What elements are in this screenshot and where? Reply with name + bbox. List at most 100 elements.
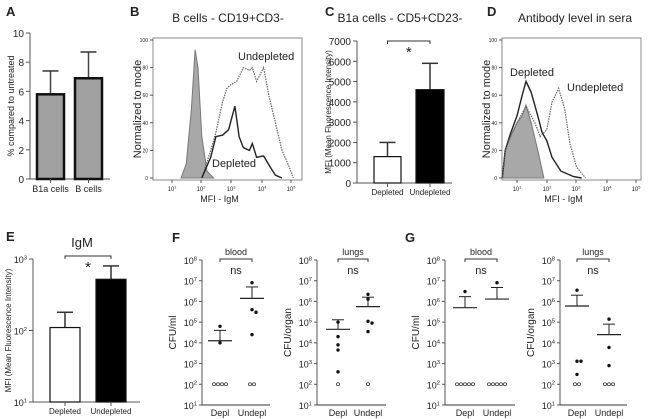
data-point-filled-F2 bbox=[366, 329, 370, 334]
data-point-filled-F2 bbox=[336, 370, 340, 374]
panel-label-B: B bbox=[130, 4, 139, 19]
data-point-filled-F2 bbox=[366, 292, 370, 297]
significance-label-G1: ns bbox=[475, 265, 487, 277]
y-tick-label-F2: 108 bbox=[299, 256, 312, 266]
x-tick-label-A: B cells bbox=[75, 184, 102, 194]
data-point-open-F1 bbox=[220, 382, 224, 387]
y-tick-label-B: 0 bbox=[145, 176, 148, 182]
y-tick-label-F1: 104 bbox=[184, 339, 198, 349]
histogram-depleted-B bbox=[201, 106, 283, 179]
data-point-open-G2 bbox=[607, 382, 611, 387]
data-point-filled-G2 bbox=[575, 372, 579, 377]
y-tick-label-G2: 103 bbox=[542, 360, 555, 370]
x-tick-label-D: 101 bbox=[513, 185, 522, 193]
panel-label-C: C bbox=[325, 4, 335, 19]
significance-bracket-F1 bbox=[219, 258, 253, 262]
data-point-open-F1 bbox=[248, 382, 252, 387]
y-tick-label-A: 10 bbox=[13, 29, 25, 40]
y-axis-label-G1: CFU/ml bbox=[411, 316, 422, 350]
data-point-filled-F2 bbox=[366, 319, 370, 323]
data-point-open-G2 bbox=[577, 382, 581, 387]
y-tick-label-A: 2 bbox=[18, 146, 24, 157]
group-title-G2: lungs bbox=[582, 247, 604, 257]
x-tick-label-B: 102 bbox=[197, 185, 206, 193]
data-point-open-G1 bbox=[463, 382, 467, 387]
x-tick-label-B: 105 bbox=[287, 185, 296, 193]
data-point-open-G2 bbox=[611, 382, 615, 387]
x-tick-label-E: Depleted bbox=[49, 407, 81, 416]
y-tick-label-G2: 101 bbox=[542, 401, 555, 411]
y-axis-label-A: % compared to untreated bbox=[6, 55, 16, 156]
y-tick-label-F1: 102 bbox=[184, 380, 197, 390]
data-point-open-G1 bbox=[495, 382, 499, 387]
x-tick-label-C: Undepleted bbox=[410, 188, 451, 197]
y-axis-label-C: MFI (Mean Fluorescence Intensity) bbox=[324, 50, 333, 174]
chart-title-C: B1a cells - CD5+CD23- bbox=[337, 11, 462, 25]
x-axis-label-B: MFI - IgM bbox=[200, 194, 239, 204]
y-tick-label-C: 2000 bbox=[329, 138, 352, 149]
data-point-filled-F1 bbox=[254, 310, 258, 314]
chart-title-B: B cells - CD19+CD3- bbox=[172, 11, 284, 25]
bar-E-1 bbox=[95, 278, 127, 403]
y-tick-label-F1: 105 bbox=[184, 318, 197, 328]
data-point-open-F2 bbox=[366, 382, 370, 387]
data-point-open-G2 bbox=[603, 382, 607, 387]
chart-title-D: Antibody level in sera bbox=[518, 11, 632, 25]
x-tick-label-D: 103 bbox=[572, 185, 581, 193]
x-tick-label-F2: Depl bbox=[329, 408, 348, 418]
group-title-F1: blood bbox=[225, 247, 247, 257]
x-tick-label-G1: Undepl bbox=[483, 408, 512, 418]
bar-A-0 bbox=[35, 93, 66, 181]
y-tick-label-G2: 108 bbox=[542, 256, 555, 266]
y-axis-label-E: MFI (Mean Fluorescence Intensity) bbox=[4, 268, 13, 392]
data-point-filled-F2 bbox=[370, 321, 374, 325]
data-point-filled-F2 bbox=[336, 343, 340, 347]
y-tick-label-D: 100 bbox=[489, 38, 498, 44]
y-tick-label-A: 0 bbox=[18, 175, 24, 186]
significance-label-G2: ns bbox=[587, 265, 599, 277]
x-tick-label-D: 102 bbox=[543, 185, 552, 193]
chart-title-E: IgM bbox=[71, 235, 93, 250]
y-tick-label-D: 80 bbox=[491, 66, 497, 72]
y-tick-label-B: 20 bbox=[142, 148, 148, 154]
y-tick-label-G1: 101 bbox=[427, 401, 440, 411]
legend-depleted-B: Depleted bbox=[212, 158, 256, 170]
histogram-undepleted-B bbox=[201, 65, 294, 179]
significance-label-F2: ns bbox=[347, 265, 359, 277]
y-tick-label-D: 0 bbox=[494, 176, 497, 182]
significance-bracket-G1 bbox=[464, 258, 498, 262]
y-tick-label-E: 103 bbox=[14, 255, 27, 265]
y-tick-label-D: 40 bbox=[491, 121, 497, 127]
panel-label-E: E bbox=[6, 229, 15, 244]
significance-label-F1: ns bbox=[230, 265, 242, 277]
y-tick-label-B: 80 bbox=[142, 66, 148, 72]
y-tick-label-C: 5000 bbox=[329, 78, 352, 89]
y-tick-label-F1: 106 bbox=[184, 297, 197, 307]
data-point-filled-G2 bbox=[607, 317, 611, 321]
data-point-open-G1 bbox=[503, 382, 507, 387]
data-point-filled-F1 bbox=[218, 341, 222, 345]
x-tick-label-G2: Undepl bbox=[595, 408, 624, 418]
data-point-open-G1 bbox=[491, 382, 495, 387]
data-point-open-G1 bbox=[467, 382, 471, 387]
y-tick-label-G1: 102 bbox=[427, 380, 440, 390]
y-tick-label-G1: 103 bbox=[427, 360, 440, 370]
significance-star-E: * bbox=[85, 259, 91, 276]
significance-bracket-G2 bbox=[576, 258, 610, 262]
data-point-filled-G2 bbox=[579, 359, 583, 363]
y-tick-label-G1: 105 bbox=[427, 318, 440, 328]
y-tick-label-D: 60 bbox=[491, 93, 497, 99]
x-tick-label-E: Undepleted bbox=[91, 407, 132, 416]
x-tick-label-G1: Depl bbox=[456, 408, 475, 418]
x-tick-label-G2: Depl bbox=[568, 408, 587, 418]
data-point-open-F1 bbox=[252, 382, 256, 387]
histogram-undepleted-D bbox=[501, 86, 586, 179]
y-tick-label-D: 20 bbox=[491, 148, 497, 154]
significance-bracket-F2 bbox=[337, 258, 369, 262]
data-point-filled-G1 bbox=[495, 281, 499, 285]
legend-depleted-D: Depleted bbox=[510, 67, 554, 79]
y-tick-label-F2: 102 bbox=[299, 380, 312, 390]
y-tick-label-F2: 104 bbox=[299, 339, 313, 349]
data-point-filled-F2 bbox=[366, 297, 370, 301]
x-axis-label-D: MFI - IgM bbox=[544, 194, 583, 204]
